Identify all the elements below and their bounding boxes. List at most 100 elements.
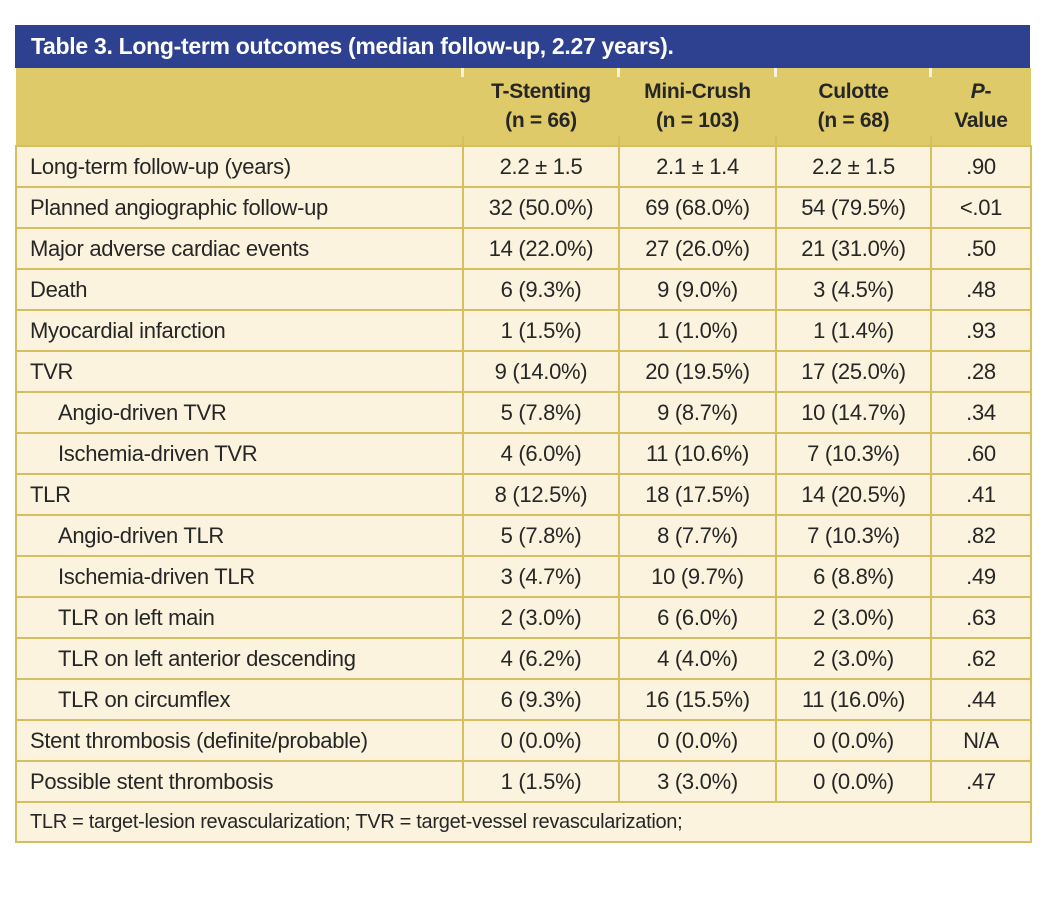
cell-culotte: 1 (1.4%): [775, 309, 932, 352]
cell-mini-crush: 8 (7.7%): [618, 514, 777, 557]
row-label: Ischemia-driven TVR: [15, 432, 464, 475]
cell-mini-crush: 16 (15.5%): [618, 678, 777, 721]
cell-p-value: <.01: [930, 186, 1032, 229]
cell-p-value: .50: [930, 227, 1032, 270]
cell-t-stenting: 8 (12.5%): [462, 473, 620, 516]
row-label: TLR on left anterior descending: [15, 637, 464, 680]
row-label: Angio-driven TLR: [15, 514, 464, 557]
row-label: Stent thrombosis (definite/probable): [15, 719, 464, 762]
row-label: Major adverse cardiac events: [15, 227, 464, 270]
header-t-stenting-name: T-Stenting: [491, 80, 591, 104]
cell-mini-crush: 6 (6.0%): [618, 596, 777, 639]
table-row: Angio-driven TVR 5 (7.8%) 9 (8.7%) 10 (1…: [15, 391, 1032, 434]
table-row: Major adverse cardiac events 14 (22.0%) …: [15, 227, 1032, 270]
header-culotte-n: (n = 68): [817, 108, 890, 132]
header-p-value: P- Value: [929, 68, 1031, 146]
cell-p-value: .41: [930, 473, 1032, 516]
cell-t-stenting: 9 (14.0%): [462, 350, 620, 393]
table-footnote: TLR = target-lesion revascularization; T…: [15, 801, 1032, 843]
row-label: Planned angiographic follow-up: [15, 186, 464, 229]
cell-culotte: 3 (4.5%): [775, 268, 932, 311]
row-label: Death: [15, 268, 464, 311]
cell-culotte: 14 (20.5%): [775, 473, 932, 516]
table-body: Long-term follow-up (years) 2.2 ± 1.5 2.…: [15, 145, 1032, 843]
cell-mini-crush: 0 (0.0%): [618, 719, 777, 762]
cell-t-stenting: 3 (4.7%): [462, 555, 620, 598]
p-hyphen: -: [984, 80, 992, 104]
table-row: TLR on left main 2 (3.0%) 6 (6.0%) 2 (3.…: [15, 596, 1032, 639]
cell-p-value: .44: [930, 678, 1032, 721]
table-header: T-Stenting (n = 66) Mini-Crush (n = 103)…: [16, 68, 1031, 146]
row-label: TLR: [15, 473, 464, 516]
row-label: TVR: [15, 350, 464, 393]
header-mini-crush: Mini-Crush (n = 103): [617, 68, 776, 146]
header-mini-crush-n: (n = 103): [655, 108, 740, 132]
cell-culotte: 2 (3.0%): [775, 596, 932, 639]
cell-p-value: .90: [930, 145, 1032, 188]
cell-p-value: .49: [930, 555, 1032, 598]
cell-mini-crush: 4 (4.0%): [618, 637, 777, 680]
cell-mini-crush: 20 (19.5%): [618, 350, 777, 393]
row-label: Possible stent thrombosis: [15, 760, 464, 803]
p-italic: P: [970, 80, 985, 104]
table-row: Death 6 (9.3%) 9 (9.0%) 3 (4.5%) .48: [15, 268, 1032, 311]
header-t-stenting-n: (n = 66): [505, 108, 577, 132]
table-row: Angio-driven TLR 5 (7.8%) 8 (7.7%) 7 (10…: [15, 514, 1032, 557]
table-title: Table 3. Long-term outcomes (median foll…: [31, 33, 674, 59]
cell-p-value: .93: [930, 309, 1032, 352]
table-row: Myocardial infarction 1 (1.5%) 1 (1.0%) …: [15, 309, 1032, 352]
cell-culotte: 10 (14.7%): [775, 391, 932, 434]
cell-t-stenting: 5 (7.8%): [462, 514, 620, 557]
cell-p-value: .60: [930, 432, 1032, 475]
cell-mini-crush: 18 (17.5%): [618, 473, 777, 516]
cell-t-stenting: 1 (1.5%): [462, 309, 620, 352]
header-p-value-line1: P-: [931, 78, 1031, 106]
cell-t-stenting: 32 (50.0%): [462, 186, 620, 229]
row-label: Myocardial infarction: [15, 309, 464, 352]
cell-p-value: .62: [930, 637, 1032, 680]
cell-t-stenting: 6 (9.3%): [462, 268, 620, 311]
cell-p-value: .48: [930, 268, 1032, 311]
table-row: Planned angiographic follow-up 32 (50.0%…: [15, 186, 1032, 229]
cell-culotte: 0 (0.0%): [775, 760, 932, 803]
table-row: TVR 9 (14.0%) 20 (19.5%) 17 (25.0%) .28: [15, 350, 1032, 393]
cell-p-value: .34: [930, 391, 1032, 434]
row-label: Ischemia-driven TLR: [15, 555, 464, 598]
cell-p-value: .28: [930, 350, 1032, 393]
cell-t-stenting: 14 (22.0%): [462, 227, 620, 270]
cell-p-value: N/A: [930, 719, 1032, 762]
table-row: Long-term follow-up (years) 2.2 ± 1.5 2.…: [15, 145, 1032, 188]
table-row: TLR on left anterior descending 4 (6.2%)…: [15, 637, 1032, 680]
header-t-stenting: T-Stenting (n = 66): [461, 68, 619, 146]
header-culotte: Culotte (n = 68): [774, 68, 931, 146]
cell-p-value: .63: [930, 596, 1032, 639]
cell-mini-crush: 1 (1.0%): [618, 309, 777, 352]
table-row: Ischemia-driven TLR 3 (4.7%) 10 (9.7%) 6…: [15, 555, 1032, 598]
cell-mini-crush: 9 (8.7%): [618, 391, 777, 434]
cell-culotte: 7 (10.3%): [775, 432, 932, 475]
cell-mini-crush: 27 (26.0%): [618, 227, 777, 270]
cell-t-stenting: 4 (6.0%): [462, 432, 620, 475]
row-label: Angio-driven TVR: [15, 391, 464, 434]
footnote-row: TLR = target-lesion revascularization; T…: [15, 801, 1032, 843]
cell-culotte: 21 (31.0%): [775, 227, 932, 270]
cell-p-value: .82: [930, 514, 1032, 557]
cell-t-stenting: 0 (0.0%): [462, 719, 620, 762]
cell-mini-crush: 2.1 ± 1.4: [618, 145, 777, 188]
cell-culotte: 17 (25.0%): [775, 350, 932, 393]
table3-container: Table 3. Long-term outcomes (median foll…: [15, 25, 1032, 843]
table-row: Stent thrombosis (definite/probable) 0 (…: [15, 719, 1032, 762]
table-title-bar: Table 3. Long-term outcomes (median foll…: [15, 25, 1030, 68]
row-label: TLR on left main: [15, 596, 464, 639]
cell-culotte: 11 (16.0%): [775, 678, 932, 721]
cell-p-value: .47: [930, 760, 1032, 803]
cell-t-stenting: 2 (3.0%): [462, 596, 620, 639]
outcomes-table: T-Stenting (n = 66) Mini-Crush (n = 103)…: [15, 68, 1032, 843]
cell-t-stenting: 5 (7.8%): [462, 391, 620, 434]
header-empty-cell: [16, 68, 463, 146]
cell-culotte: 0 (0.0%): [775, 719, 932, 762]
cell-mini-crush: 3 (3.0%): [618, 760, 777, 803]
header-row: T-Stenting (n = 66) Mini-Crush (n = 103)…: [16, 68, 1031, 146]
cell-culotte: 6 (8.8%): [775, 555, 932, 598]
cell-t-stenting: 4 (6.2%): [462, 637, 620, 680]
